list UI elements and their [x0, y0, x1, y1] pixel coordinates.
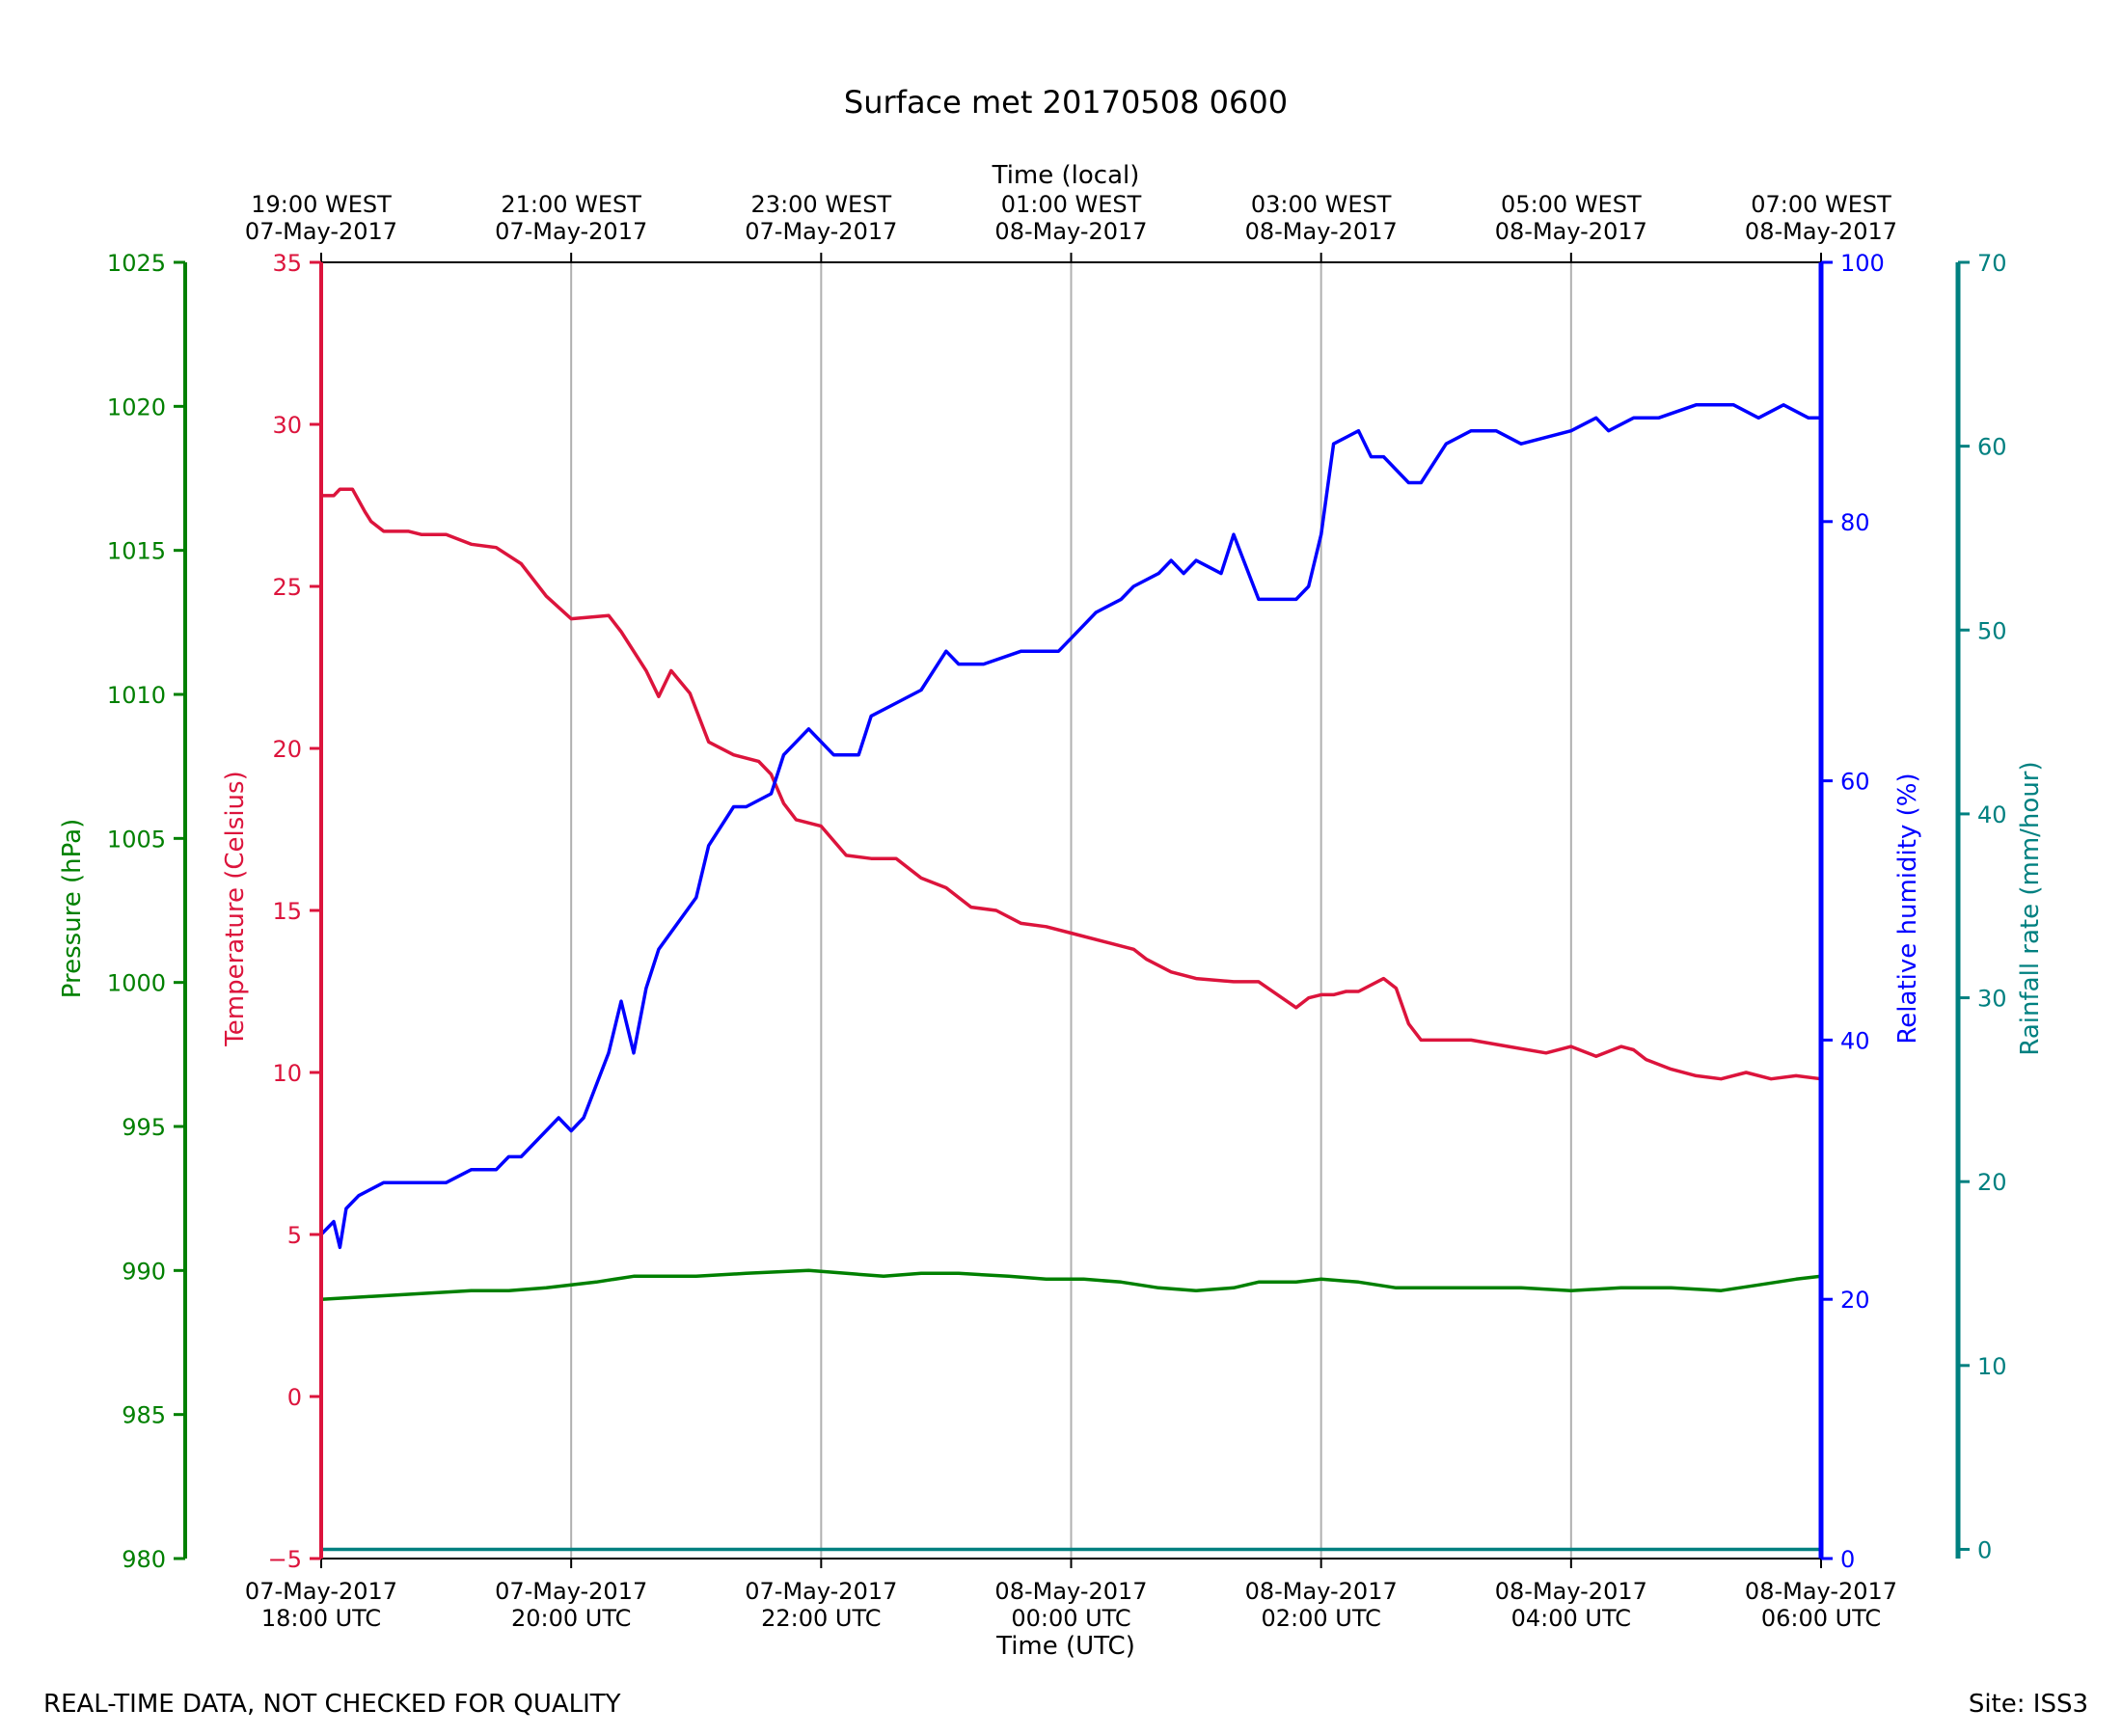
x-tick-label-time: 02:00 UTC [1261, 1605, 1380, 1632]
rainfall-tick-label: 70 [1977, 250, 2007, 277]
temperature-tick-label: 10 [272, 1060, 302, 1087]
pressure-tick-label: 1010 [107, 682, 166, 709]
humidity-tick-label: 40 [1840, 1027, 1870, 1054]
top-tick-label-date: 07-May-2017 [745, 218, 897, 245]
top-tick-label-time: 03:00 WEST [1251, 191, 1392, 218]
top-tick-label-date: 08-May-2017 [994, 218, 1147, 245]
pressure-tick-label: 1000 [107, 970, 166, 997]
x-tick-label-time: 18:00 UTC [261, 1605, 381, 1632]
temperature-tick-label: 15 [272, 898, 302, 925]
top-tick-label-date: 08-May-2017 [1745, 218, 1897, 245]
temperature-tick-label: −5 [268, 1546, 302, 1573]
x-tick-label-date: 08-May-2017 [1745, 1578, 1897, 1605]
humidity-tick-label: 60 [1840, 769, 1870, 796]
rainfall-tick-label: 40 [1977, 801, 2007, 828]
x-tick-label-time: 06:00 UTC [1761, 1605, 1881, 1632]
x-tick-label-time: 22:00 UTC [761, 1605, 881, 1632]
top-tick-label-time: 19:00 WEST [251, 191, 392, 218]
temperature-tick-label: 25 [272, 574, 302, 601]
series-humidity-line [319, 403, 1823, 1250]
pressure-axis-label: Pressure (hPa) [58, 819, 87, 999]
top-tick-label-time: 21:00 WEST [501, 191, 641, 218]
x-tick-label-date: 08-May-2017 [1495, 1578, 1647, 1605]
temperature-tick-label: 30 [272, 412, 302, 439]
top-tick-label-date: 07-May-2017 [245, 218, 397, 245]
pressure-tick-label: 985 [122, 1402, 166, 1429]
site-label: Site: ISS3 [1969, 1690, 2088, 1719]
pressure-tick-label: 1020 [107, 393, 166, 420]
temperature-tick-label: 20 [272, 736, 302, 763]
top-tick-label-date: 08-May-2017 [1495, 218, 1647, 245]
rainfall-tick-label: 10 [1977, 1353, 2007, 1380]
quality-notice: REAL-TIME DATA, NOT CHECKED FOR QUALITY [43, 1690, 621, 1719]
x-tick-label-time: 04:00 UTC [1511, 1605, 1631, 1632]
humidity-tick-label: 0 [1840, 1546, 1855, 1573]
pressure-tick-label: 1015 [107, 538, 166, 565]
rainfall-tick-label: 20 [1977, 1169, 2007, 1196]
pressure-tick-label: 980 [122, 1546, 166, 1573]
temperature-tick-label: 0 [287, 1384, 302, 1411]
top-tick-label-date: 07-May-2017 [495, 218, 647, 245]
humidity-tick-label: 100 [1840, 250, 1885, 277]
series-layer [319, 403, 1823, 1552]
pressure-tick-label: 1005 [107, 826, 166, 853]
rainfall-tick-label: 50 [1977, 617, 2007, 644]
temperature-axis-label: Temperature (Celsius) [221, 771, 250, 1046]
humidity-axis-label: Relative humidity (%) [1893, 773, 1922, 1044]
x-tick-label-date: 07-May-2017 [245, 1578, 397, 1605]
x-tick-label-date: 08-May-2017 [1245, 1578, 1398, 1605]
x-axis-label: Time (UTC) [995, 1632, 1135, 1661]
x-tick-label-time: 20:00 UTC [511, 1605, 631, 1632]
temperature-tick-label: 5 [287, 1222, 302, 1249]
rainfall-tick-label: 60 [1977, 434, 2007, 461]
x-tick-label-date: 07-May-2017 [495, 1578, 647, 1605]
temperature-tick-label: 35 [272, 250, 302, 277]
x-tick-label-date: 08-May-2017 [994, 1578, 1147, 1605]
pressure-tick-label: 995 [122, 1114, 166, 1141]
pressure-tick-label: 990 [122, 1258, 166, 1285]
series-pressure-line [319, 1268, 1823, 1301]
top-tick-label-time: 01:00 WEST [1001, 191, 1142, 218]
top-tick-label-time: 05:00 WEST [1501, 191, 1642, 218]
top-tick-label-time: 23:00 WEST [751, 191, 892, 218]
rainfall-tick-label: 30 [1977, 986, 2007, 1013]
rainfall-tick-label: 0 [1977, 1536, 1992, 1563]
series-temperature-line [319, 487, 1823, 1081]
pressure-tick-label: 1025 [107, 250, 166, 277]
humidity-tick-label: 20 [1840, 1287, 1870, 1314]
x-tick-label-date: 07-May-2017 [745, 1578, 897, 1605]
chart-title: Surface met 20170508 0600 [844, 84, 1288, 121]
top-axis-label: Time (local) [992, 161, 1140, 190]
top-tick-label-date: 08-May-2017 [1245, 218, 1398, 245]
top-tick-label-time: 07:00 WEST [1751, 191, 1891, 218]
rainfall-axis-label: Rainfall rate (mm/hour) [2016, 761, 2045, 1055]
grid-lines [570, 262, 1572, 1559]
humidity-tick-label: 80 [1840, 509, 1870, 536]
x-tick-label-time: 00:00 UTC [1011, 1605, 1130, 1632]
